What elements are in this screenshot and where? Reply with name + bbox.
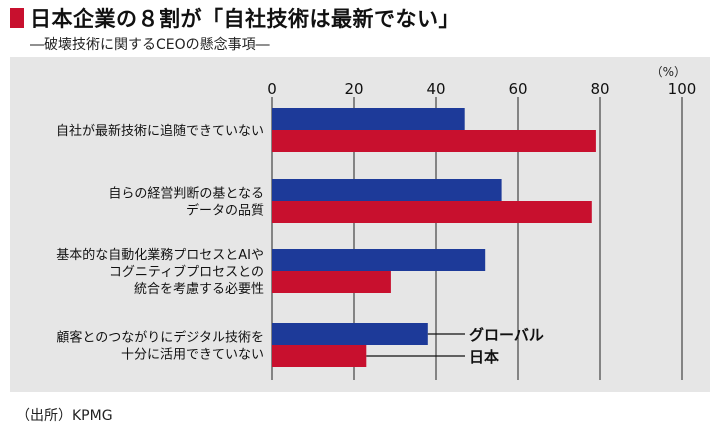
chart-subtitle: ―破壊技術に関するCEOの懸念事項― (30, 37, 270, 53)
tick-label: 80 (590, 80, 609, 98)
chart-title: 日本企業の８割が「自社技術は最新でない」 (30, 7, 460, 31)
tick-label: 20 (344, 80, 363, 98)
tick-label: 40 (426, 80, 445, 98)
category-label: 自らの経営判断の基となる (108, 187, 264, 202)
bar (272, 201, 592, 223)
category-label: データの品質 (186, 203, 264, 219)
category-label: 統合を考慮する必要性 (134, 282, 264, 297)
source-note: （出所）KPMG (16, 408, 113, 424)
bar (272, 130, 596, 152)
category-label: コグニティブプロセスとの (109, 264, 264, 280)
category-label: 顧客とのつながりにデジタル技術を (56, 330, 264, 346)
bar (272, 345, 367, 367)
tick-label: 60 (508, 80, 527, 98)
bar (272, 249, 486, 271)
legend-label: グローバル (469, 326, 544, 344)
bar (272, 108, 465, 130)
bar (272, 179, 502, 201)
axis-unit-label: （%） (651, 65, 686, 79)
tick-label: 0 (267, 80, 277, 98)
legend-label: 日本 (469, 348, 499, 366)
category-label: 基本的な自動化業務プロセスとAIや (56, 247, 264, 263)
bar (272, 323, 428, 345)
category-label: 十分に活用できていない (121, 348, 264, 363)
tick-label: 100 (668, 80, 697, 98)
category-label: 自社が最新技術に追随できていない (56, 123, 264, 139)
bar (272, 271, 391, 293)
title-accent-mark (10, 8, 24, 28)
